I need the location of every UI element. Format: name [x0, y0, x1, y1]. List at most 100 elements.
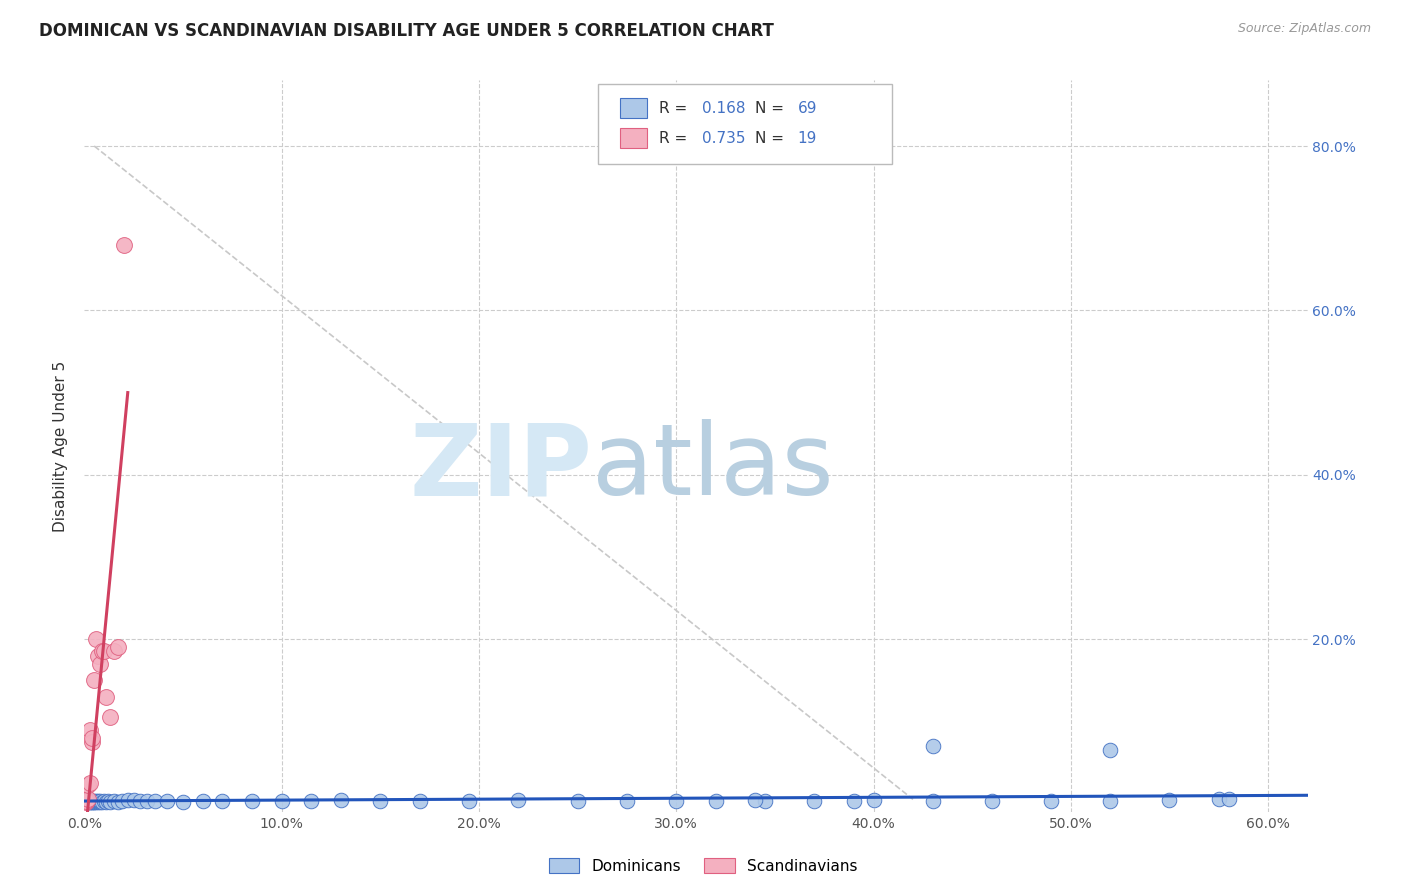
Point [862, 793, 884, 807]
Point [82, 795, 104, 809]
Point [75, 795, 97, 809]
Point [211, 794, 233, 808]
Point [921, 794, 943, 808]
Point [79, 794, 101, 808]
Point [980, 794, 1002, 808]
FancyBboxPatch shape [620, 128, 647, 148]
Point [136, 794, 159, 808]
Point [1159, 793, 1181, 807]
Point [1218, 792, 1240, 806]
Point [75, 795, 97, 809]
Point [744, 793, 766, 807]
Point [75, 794, 97, 808]
Point [117, 793, 139, 807]
Point [704, 794, 727, 808]
Point [270, 794, 292, 808]
Point [191, 794, 214, 808]
Point [93, 794, 115, 808]
Point [79, 795, 101, 809]
Text: 0.168: 0.168 [702, 101, 745, 116]
Point [409, 794, 432, 808]
Point [82, 794, 104, 808]
Point [145, 794, 167, 808]
Point [111, 794, 134, 808]
Point [89, 794, 111, 808]
Point [458, 794, 481, 808]
Point [82, 795, 104, 809]
Point [754, 794, 776, 808]
Point [329, 793, 352, 807]
Point [107, 640, 129, 655]
Point [89, 795, 111, 809]
Point [98, 710, 121, 724]
Text: R =: R = [659, 101, 692, 116]
Point [91, 644, 114, 658]
Point [91, 795, 114, 809]
Point [87, 648, 110, 663]
Text: DOMINICAN VS SCANDINAVIAN DISABILITY AGE UNDER 5 CORRELATION CHART: DOMINICAN VS SCANDINAVIAN DISABILITY AGE… [39, 22, 775, 40]
Point [803, 794, 825, 808]
Point [82, 731, 104, 745]
Point [299, 794, 322, 808]
Text: N =: N = [755, 101, 789, 116]
Point [83, 795, 105, 809]
Point [103, 794, 125, 808]
Point [842, 794, 865, 808]
Text: atlas: atlas [592, 419, 834, 516]
Point [75, 794, 97, 808]
Point [1208, 792, 1230, 806]
Point [75, 794, 97, 808]
Point [77, 793, 100, 807]
Point [79, 723, 101, 737]
Text: 19: 19 [797, 130, 817, 145]
FancyBboxPatch shape [620, 98, 647, 119]
Point [82, 794, 104, 808]
Point [368, 794, 391, 808]
Text: N =: N = [755, 130, 789, 145]
Point [122, 793, 145, 807]
Point [77, 794, 100, 808]
Point [79, 776, 101, 790]
Point [89, 657, 111, 671]
Text: ZIP: ZIP [409, 419, 592, 516]
Point [83, 794, 105, 808]
Text: 0.735: 0.735 [702, 130, 745, 145]
Point [83, 795, 105, 809]
Point [77, 792, 100, 806]
Point [98, 795, 121, 809]
Point [79, 794, 101, 808]
Point [87, 795, 110, 809]
Point [84, 794, 107, 808]
Point [97, 794, 120, 808]
Point [77, 794, 100, 808]
Point [87, 794, 110, 808]
Point [82, 735, 104, 749]
Point [84, 795, 107, 809]
Point [240, 794, 263, 808]
Point [77, 795, 100, 809]
Point [1099, 794, 1122, 808]
Point [107, 795, 129, 809]
Point [1099, 743, 1122, 757]
Point [77, 795, 100, 809]
Point [93, 644, 115, 658]
Point [616, 794, 638, 808]
FancyBboxPatch shape [598, 84, 891, 164]
Y-axis label: Disability Age Under 5: Disability Age Under 5 [53, 360, 69, 532]
Point [79, 795, 101, 809]
Point [1040, 794, 1063, 808]
Point [156, 794, 179, 808]
Point [77, 779, 100, 793]
Point [94, 690, 117, 704]
Point [112, 237, 135, 252]
Text: Source: ZipAtlas.com: Source: ZipAtlas.com [1237, 22, 1371, 36]
Point [83, 673, 105, 688]
Point [94, 795, 117, 809]
Point [75, 795, 97, 809]
Legend: Dominicans, Scandinavians: Dominicans, Scandinavians [543, 852, 863, 880]
Point [172, 795, 194, 809]
Point [84, 632, 107, 647]
Point [921, 739, 943, 753]
Text: R =: R = [659, 130, 692, 145]
Point [508, 793, 530, 807]
